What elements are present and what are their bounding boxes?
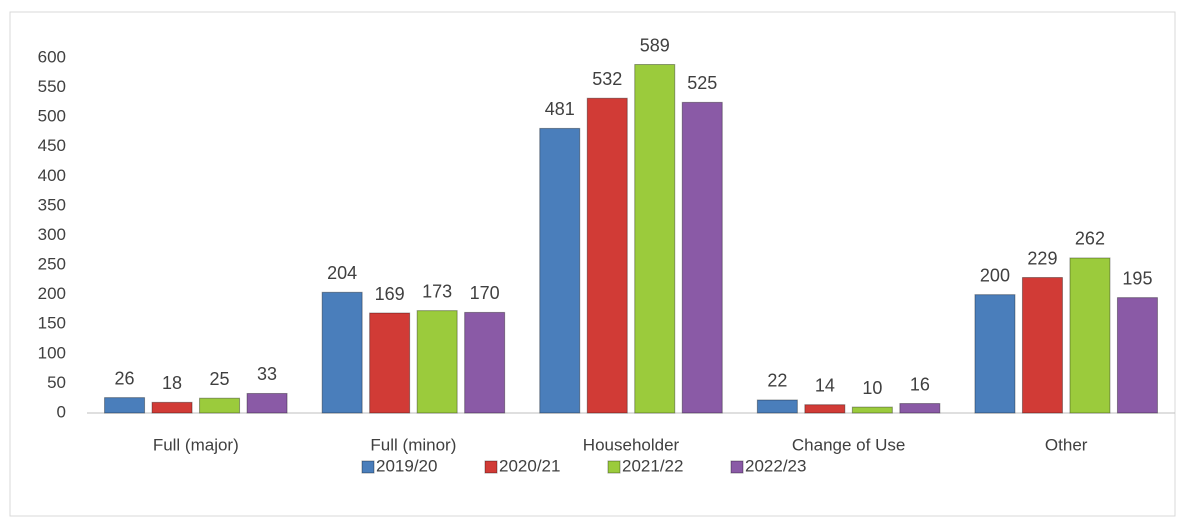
legend-label: 2019/20 [376,456,437,475]
data-label: 204 [327,263,357,283]
bar [1069,257,1111,414]
data-label: 481 [545,99,575,119]
bar [246,392,288,414]
data-label: 18 [162,373,182,393]
y-tick-label: 400 [38,166,66,185]
y-tick-label: 300 [38,225,66,244]
x-tick-label: Full (major) [153,435,239,454]
x-tick-label: Full (minor) [370,435,456,454]
data-label: 229 [1027,248,1057,268]
bar [756,399,798,414]
legend-swatch [484,460,498,474]
bar [104,397,146,414]
legend-swatch [607,460,621,474]
legend-swatch [730,460,744,474]
y-tick-label: 150 [38,314,66,333]
data-label: 170 [470,283,500,303]
y-tick-label: 250 [38,255,66,274]
bar [634,64,676,414]
bar [539,127,581,414]
data-label: 195 [1122,268,1152,288]
y-tick-label: 550 [38,77,66,96]
data-label: 169 [375,284,405,304]
y-tick-label: 200 [38,284,66,303]
bar [1021,277,1063,414]
x-tick-label: Householder [583,435,680,454]
data-label: 589 [640,35,670,55]
data-label: 16 [910,374,930,394]
data-label: 525 [687,73,717,93]
data-label: 14 [815,375,835,395]
legend-swatch [361,460,375,474]
x-tick-label: Change of Use [792,435,905,454]
data-label: 200 [980,265,1010,285]
bar [974,294,1016,414]
bar [681,101,723,414]
data-label: 532 [592,69,622,89]
legend-label: 2021/22 [622,456,683,475]
bar [804,404,846,414]
bar [369,312,411,414]
bar [199,397,241,414]
y-tick-label: 350 [38,195,66,214]
bar [321,291,363,414]
y-tick-label: 50 [47,373,66,392]
bar [464,311,506,414]
bar [586,97,628,414]
data-label: 33 [257,364,277,384]
data-label: 10 [862,378,882,398]
y-tick-label: 600 [38,47,66,66]
x-tick-label: Other [1045,435,1088,454]
legend-label: 2022/23 [745,456,806,475]
data-label: 26 [115,368,135,388]
y-tick-label: 100 [38,343,66,362]
data-label: 22 [767,371,787,391]
data-label: 25 [210,369,230,389]
data-label: 262 [1075,229,1105,249]
bar [851,406,893,414]
legend-label: 2020/21 [499,456,560,475]
bar [416,310,458,414]
y-tick-label: 500 [38,107,66,126]
data-label: 173 [422,281,452,301]
bar [151,401,193,414]
y-tick-label: 450 [38,136,66,155]
y-tick-label: 0 [57,402,66,421]
bar [899,403,941,414]
bar [1116,297,1158,414]
